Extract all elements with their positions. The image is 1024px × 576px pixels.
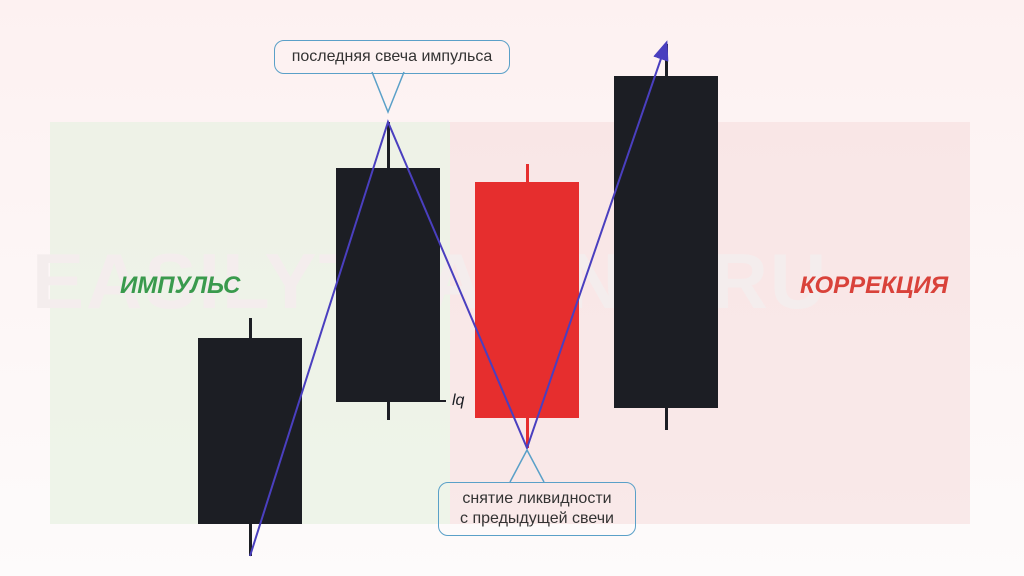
zone-label-impulse: ИМПУЛЬС [120,272,240,300]
candle-4-lower-wick [665,408,668,430]
lq-tick [416,400,446,402]
zone-label-correction: КОРРЕКЦИЯ [800,272,948,300]
candle-3-upper-wick [526,164,529,182]
candle-4-body [614,76,718,408]
candle-2-upper-wick [387,122,390,168]
candle-1-body [198,338,302,524]
diagram-stage: EASILYTRADING.RUИМПУЛЬСКОРРЕКЦИЯlqпослед… [0,0,1024,576]
candle-2-lower-wick [387,402,390,420]
candle-3-body [475,182,579,418]
lq-label: lq [452,392,464,410]
candle-1-upper-wick [249,318,252,338]
callout-bottom: снятие ликвидностис предыдущей свечи [438,482,636,536]
callout-top-tail [372,72,404,112]
candle-1-lower-wick [249,524,252,556]
candle-4-upper-wick [665,44,668,76]
callout-top: последняя свеча импульса [274,40,510,74]
candle-3-lower-wick [526,418,529,448]
candle-2-body [336,168,440,402]
